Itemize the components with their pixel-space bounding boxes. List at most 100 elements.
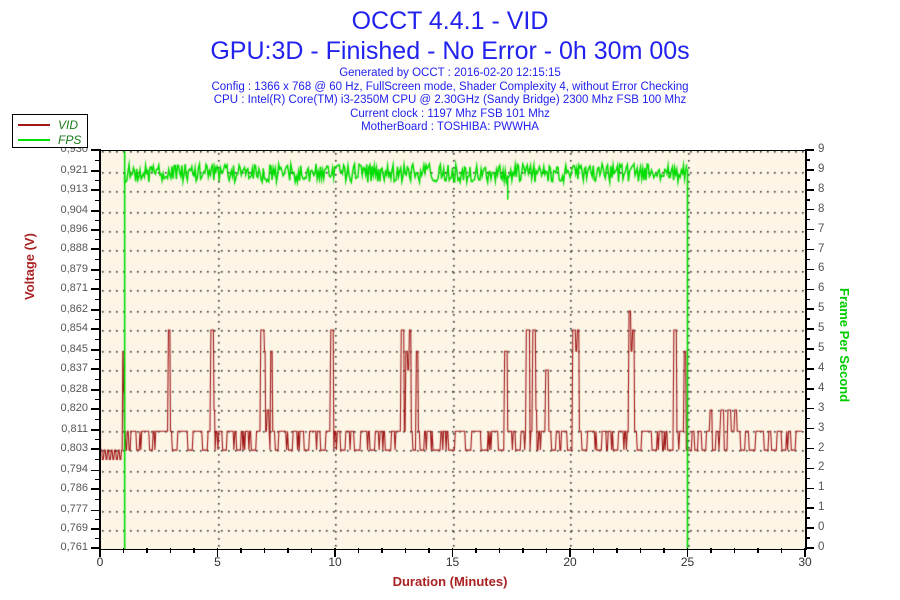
- y-tick-right-minor: [805, 298, 810, 300]
- x-tick-major: [686, 548, 689, 557]
- x-tick-minor: [522, 548, 524, 553]
- y-tick-label-left: 0,904: [60, 204, 88, 217]
- x-tick-major: [804, 548, 806, 557]
- y-tick-label-left: 0,837: [60, 362, 88, 375]
- y-tick-right-minor: [805, 537, 810, 539]
- y-tick-label-left: 0,930: [60, 143, 88, 155]
- x-tick-minor: [757, 548, 759, 553]
- y-tick-right-minor: [805, 278, 810, 281]
- x-tick-label: 5: [214, 555, 221, 569]
- page-title: OCCT 4.4.1 - VID: [351, 7, 549, 35]
- x-tick-minor: [310, 548, 313, 553]
- y-tick-right: [805, 248, 814, 251]
- x-tick-minor: [639, 548, 642, 553]
- y-tick-label-left: 0,845: [60, 343, 88, 356]
- legend-swatch-vid-icon: [18, 123, 50, 126]
- y-tick-label-right: 7: [818, 242, 825, 255]
- legend-item-fps[interactable]: FPS: [13, 132, 87, 147]
- plot-canvas: [100, 151, 805, 549]
- x-tick-major: [569, 548, 571, 557]
- y-tick-right-minor: [805, 179, 810, 181]
- y-tick-left: [91, 210, 100, 212]
- y-tick-label-right: 6: [818, 262, 825, 275]
- x-tick-minor: [428, 548, 430, 553]
- y-tick-label-left: 0,871: [60, 281, 88, 294]
- x-tick-label: 30: [798, 555, 812, 569]
- y-tick-right: [805, 208, 814, 211]
- y-tick-right-minor: [805, 338, 810, 340]
- y-tick-label-right: 4: [818, 361, 825, 374]
- y-tick-right: [805, 169, 814, 171]
- y-tick-label-left: 0,862: [60, 303, 88, 316]
- x-tick-minor: [357, 548, 360, 553]
- x-tick-minor: [710, 548, 712, 553]
- y-tick-right: [805, 328, 814, 330]
- legend-label-vid: VID: [58, 117, 79, 132]
- y-tick-left: [91, 248, 100, 250]
- y-tick-left-minor: [95, 498, 100, 501]
- x-tick-label: 20: [563, 555, 577, 569]
- y-tick-left-minor: [95, 298, 100, 301]
- y-tick-right-minor: [805, 437, 810, 440]
- y-tick-label-left: 0,794: [60, 463, 88, 476]
- info-current-clock: Current clock : 1197 Mhz FSB 101 Mhz: [350, 107, 550, 120]
- y-tick-right: [805, 348, 814, 350]
- x-tick-minor: [545, 548, 548, 553]
- legend-item-vid[interactable]: VID: [13, 117, 87, 132]
- y-tick-left-minor: [95, 278, 100, 281]
- y-tick-right-minor: [805, 378, 810, 380]
- legend-swatch-fps-icon: [18, 138, 50, 141]
- y-tick-right-minor: [805, 457, 810, 460]
- y-tick-left-minor: [95, 478, 100, 481]
- y-tick-label-right: 5: [818, 342, 825, 354]
- x-tick-minor: [287, 548, 289, 553]
- info-config: Config : 1366 x 768 @ 60 Hz, FullScreen …: [211, 80, 689, 93]
- y-tick-right-minor: [805, 318, 810, 320]
- y-tick-right: [805, 487, 814, 490]
- y-tick-label-right: 8: [818, 182, 825, 195]
- y-axis-right-title: Frame Per Second: [837, 288, 852, 403]
- y-tick-label-right: 8: [818, 202, 825, 215]
- y-tick-left: [91, 408, 100, 410]
- y-tick-label-left: 0,888: [60, 241, 88, 254]
- y-tick-right-minor: [805, 417, 810, 420]
- y-tick-right: [805, 368, 814, 370]
- y-tick-right: [805, 308, 814, 310]
- y-tick-label-left: 0,854: [60, 321, 88, 334]
- y-tick-label-left: 0,896: [60, 223, 88, 236]
- x-tick-major: [99, 548, 101, 557]
- legend-label-fps: FPS: [58, 132, 82, 147]
- x-tick-minor: [780, 548, 783, 553]
- y-tick-right: [805, 388, 814, 390]
- y-tick-left: [91, 547, 100, 549]
- y-tick-right-minor: [805, 159, 810, 161]
- y-tick-right-minor: [805, 477, 810, 480]
- x-tick-minor: [146, 548, 148, 553]
- y-tick-right-minor: [805, 517, 810, 519]
- x-tick-minor: [240, 548, 242, 553]
- y-tick-label-right: 4: [818, 381, 825, 394]
- y-tick-label-left: 0,828: [60, 383, 88, 396]
- x-tick-minor: [122, 548, 125, 553]
- y-tick-left-minor: [95, 318, 100, 321]
- y-tick-right: [805, 149, 814, 151]
- y-tick-left: [91, 448, 100, 450]
- y-tick-label-right: 3: [818, 421, 825, 434]
- x-tick-label: 25: [680, 555, 695, 569]
- y-tick-left: [91, 170, 100, 172]
- y-tick-right-minor: [805, 199, 810, 201]
- y-tick-right: [805, 189, 814, 191]
- x-tick-minor: [263, 548, 266, 553]
- y-tick-right: [805, 407, 814, 410]
- info-generated: Generated by OCCT : 2016-02-20 12:15:15: [339, 67, 561, 79]
- y-tick-left-minor: [95, 438, 100, 441]
- y-tick-label-left: 0,811: [61, 423, 88, 436]
- y-tick-right: [805, 268, 814, 271]
- y-tick-left-minor: [95, 537, 100, 540]
- y-tick-left: [91, 528, 100, 530]
- y-tick-label-right: 9: [818, 162, 825, 175]
- y-tick-right: [805, 228, 814, 231]
- x-tick-minor: [381, 548, 383, 553]
- y-tick-left: [91, 288, 100, 290]
- chart-legend: VID FPS: [12, 114, 88, 148]
